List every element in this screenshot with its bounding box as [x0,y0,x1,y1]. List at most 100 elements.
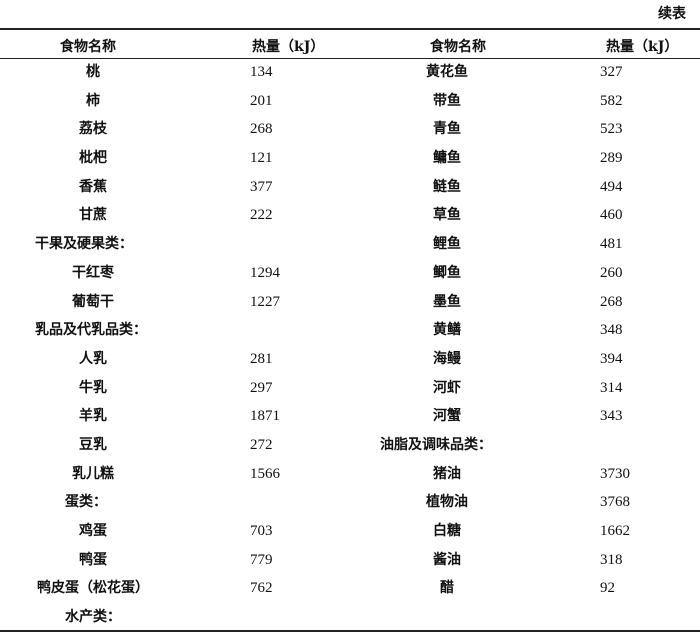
table-row: 牛乳 297 [0,374,350,403]
food-name: 白糖 [433,523,461,539]
category-row: 干果及硬果类： [0,230,350,259]
table-row: 海鳗 394 [350,345,700,374]
energy-value: 523 [600,121,623,138]
energy-value: 779 [250,551,273,568]
food-name: 甘蔗 [79,207,107,224]
bottom-rule [0,630,700,632]
energy-value: 272 [250,436,273,453]
continued-label: 续表 [658,6,686,22]
table-row: 河蟹 343 [350,402,700,431]
category-label: 蛋类： [65,494,107,511]
energy-value: 289 [600,150,623,167]
energy-value: 348 [600,322,623,339]
energy-value: 260 [600,264,623,281]
food-name: 猪油 [433,465,461,482]
top-rule [0,28,700,30]
left-table-half: 桃 134 柿 201 荔枝 268 枇杷 121 香蕉 377 甘蔗 222 干果及硬果类： 干红枣 12… [0,58,350,632]
table-row: 河虾 314 [350,374,700,403]
table-row: 墨鱼 268 [350,288,700,317]
food-name: 香蕉 [79,178,107,195]
table-row: 黄花鱼 327 [350,58,700,87]
food-name: 豆乳 [79,436,107,453]
food-name: 黄鳝 [433,322,461,339]
energy-value: 1871 [250,408,280,425]
energy-value: 1294 [250,264,280,281]
food-name: 植物油 [426,494,468,511]
food-name: 人乳 [79,350,107,367]
table-row: 鸡蛋 703 [0,517,350,546]
energy-value: 222 [250,207,273,224]
table-row: 干红枣 1294 [0,259,350,288]
food-name: 鲢鱼 [433,178,461,195]
energy-value: 297 [250,379,273,396]
food-name: 海鳗 [433,350,461,367]
food-name: 河蟹 [433,408,461,425]
energy-value: 703 [250,523,273,539]
header-rule [0,58,700,59]
table-row: 鲫鱼 260 [350,259,700,288]
food-name: 鸡蛋 [79,523,107,539]
food-name: 牛乳 [79,379,107,396]
table-row: 鸭蛋 779 [0,546,350,575]
table-row: 桃 134 [0,58,350,87]
energy-value: 281 [250,350,273,367]
food-name: 墨鱼 [433,293,461,310]
category-row: 乳品及代乳品类： [0,316,350,345]
energy-value: 268 [250,121,273,138]
food-name: 草鱼 [433,207,461,224]
table-row: 鳙鱼 289 [350,144,700,173]
energy-value: 460 [600,207,623,224]
table-row: 乳儿糕 1566 [0,460,350,489]
food-name: 鳙鱼 [433,150,461,167]
food-name: 鲤鱼 [433,236,461,253]
food-name: 酱油 [433,551,461,568]
table-row: 鸭皮蛋（松花蛋） 762 [0,574,350,603]
table-row: 黄鳝 348 [350,316,700,345]
energy-value: 92 [600,580,615,597]
table-row: 酱油 318 [350,546,700,575]
food-name: 干红枣 [72,264,114,281]
food-name: 鲫鱼 [433,264,461,281]
table-row: 葡萄干 1227 [0,288,350,317]
energy-value: 582 [600,92,623,109]
right-table-half: 黄花鱼 327 带鱼 582 青鱼 523 鳙鱼 289 鲢鱼 494 草鱼 460 鲤鱼 481 鲫鱼 26… [350,58,700,603]
energy-value: 3768 [600,494,630,511]
energy-value: 1227 [250,293,280,310]
table-row: 荔枝 268 [0,115,350,144]
energy-value: 1566 [250,465,280,482]
energy-value: 343 [600,408,623,425]
energy-value: 494 [600,178,623,195]
energy-value: 314 [600,379,623,396]
energy-value: 121 [250,150,273,167]
energy-value: 394 [600,350,623,367]
food-name: 羊乳 [79,408,107,425]
energy-value: 268 [600,293,623,310]
table-row: 豆乳 272 [0,431,350,460]
energy-value: 377 [250,178,273,195]
category-label: 水产类： [65,609,121,626]
table-row: 鲤鱼 481 [350,230,700,259]
table-row: 草鱼 460 [350,201,700,230]
table-row: 羊乳 1871 [0,402,350,431]
table-row: 白糖 1662 [350,517,700,546]
energy-value: 762 [250,580,273,597]
energy-value: 481 [600,236,623,253]
category-row: 水产类： [0,603,350,632]
table-row: 人乳 281 [0,345,350,374]
table-row: 柿 201 [0,87,350,116]
table-row: 猪油 3730 [350,460,700,489]
category-row: 蛋类： [0,488,350,517]
energy-value: 3730 [600,465,630,482]
food-name: 鸭蛋 [79,551,107,568]
food-name: 醋 [440,580,454,597]
category-row: 油脂及调味品类： [350,431,700,460]
food-name: 黄花鱼 [426,64,468,80]
table-row: 鲢鱼 494 [350,173,700,202]
table-row: 甘蔗 222 [0,201,350,230]
table-row: 青鱼 523 [350,115,700,144]
left-header-energy: 热量（kJ） [252,39,325,55]
food-name: 河虾 [433,379,461,396]
category-label: 乳品及代乳品类： [35,322,147,339]
table-row: 醋 92 [350,574,700,603]
food-name: 葡萄干 [72,293,114,310]
